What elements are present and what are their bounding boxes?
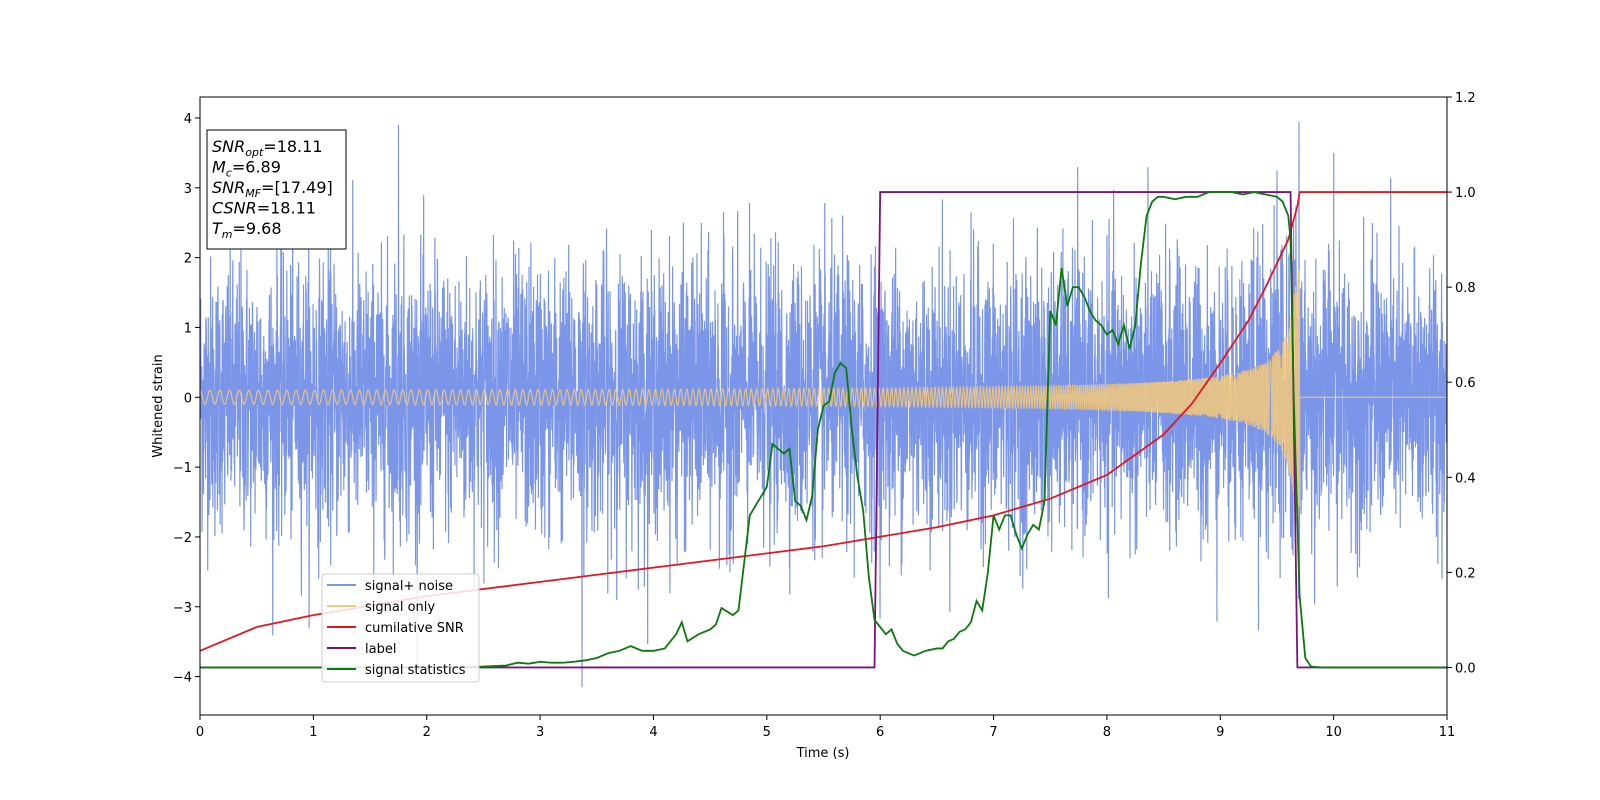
x-tick-label: 5 <box>763 725 771 740</box>
y-tick-label: −4 <box>173 671 192 686</box>
x-tick-label: 3 <box>536 725 544 740</box>
x-tick-label: 1 <box>309 725 317 740</box>
y-tick-label: 3 <box>184 182 192 197</box>
annotation-line: Tm=9.68 <box>212 219 282 241</box>
x-tick-label: 8 <box>1103 725 1111 740</box>
x-tick-label: 6 <box>876 725 884 740</box>
x-axis-label: Time (s) <box>796 746 850 761</box>
y2-tick-label: 1.0 <box>1455 186 1476 201</box>
y-axis-label: Whitened strain <box>151 354 166 457</box>
x-tick-label: 2 <box>423 725 431 740</box>
y-tick-label: −2 <box>173 531 192 546</box>
annotation-frame <box>206 129 347 250</box>
y-tick-label: 0 <box>184 391 192 406</box>
series-signal-statistics <box>200 191 1447 669</box>
x-tick-label: 11 <box>1439 725 1456 740</box>
legend: signal+ noise signal only cumilative SNR la… <box>321 573 480 683</box>
series-signal-noise <box>200 121 1447 688</box>
annotation-line: SNRMF=[17.49] <box>212 178 333 200</box>
y-tick-label: −3 <box>173 601 192 616</box>
y-axis-left: −4 −3 −2 −1 0 1 2 3 4 <box>173 112 200 686</box>
y2-tick-label: 0.2 <box>1455 566 1476 581</box>
x-tick-label: 9 <box>1216 725 1224 740</box>
x-axis: 0 1 2 3 4 5 6 7 8 9 10 11 <box>196 715 1455 740</box>
y-tick-label: 2 <box>184 252 192 267</box>
legend-label: signal+ noise <box>365 579 453 594</box>
y2-tick-label: 0.8 <box>1455 281 1476 296</box>
legend-label: signal only <box>365 600 435 615</box>
annotation-line: CSNR=18.11 <box>212 199 316 218</box>
series-signal-only <box>200 269 1447 525</box>
y2-tick-label: 0.4 <box>1455 471 1476 486</box>
legend-label: label <box>365 642 396 657</box>
legend-label: signal statistics <box>365 663 466 678</box>
legend-frame <box>321 573 480 683</box>
plot-frame <box>199 96 1448 716</box>
x-tick-label: 7 <box>989 725 997 740</box>
x-tick-label: 0 <box>196 725 204 740</box>
legend-label: cumilative SNR <box>365 621 464 636</box>
y-tick-label: 1 <box>184 321 192 336</box>
annotation-line: Mc=6.89 <box>212 158 281 180</box>
x-tick-label: 10 <box>1325 725 1342 740</box>
annotation-box: SNRopt=18.11Mc=6.89SNRMF=[17.49]CSNR=18.… <box>206 129 347 250</box>
y-axis-right: 0.0 0.2 0.4 0.6 0.8 1.0 1.2 <box>1447 91 1476 676</box>
y2-tick-label: 0.6 <box>1455 376 1476 391</box>
y-tick-label: −1 <box>173 461 192 476</box>
x-tick-label: 4 <box>649 725 657 740</box>
y2-tick-label: 1.2 <box>1455 91 1476 106</box>
annotation-line: SNRopt=18.11 <box>212 137 323 159</box>
y2-tick-label: 0.0 <box>1455 661 1476 676</box>
y-tick-label: 4 <box>184 112 192 127</box>
